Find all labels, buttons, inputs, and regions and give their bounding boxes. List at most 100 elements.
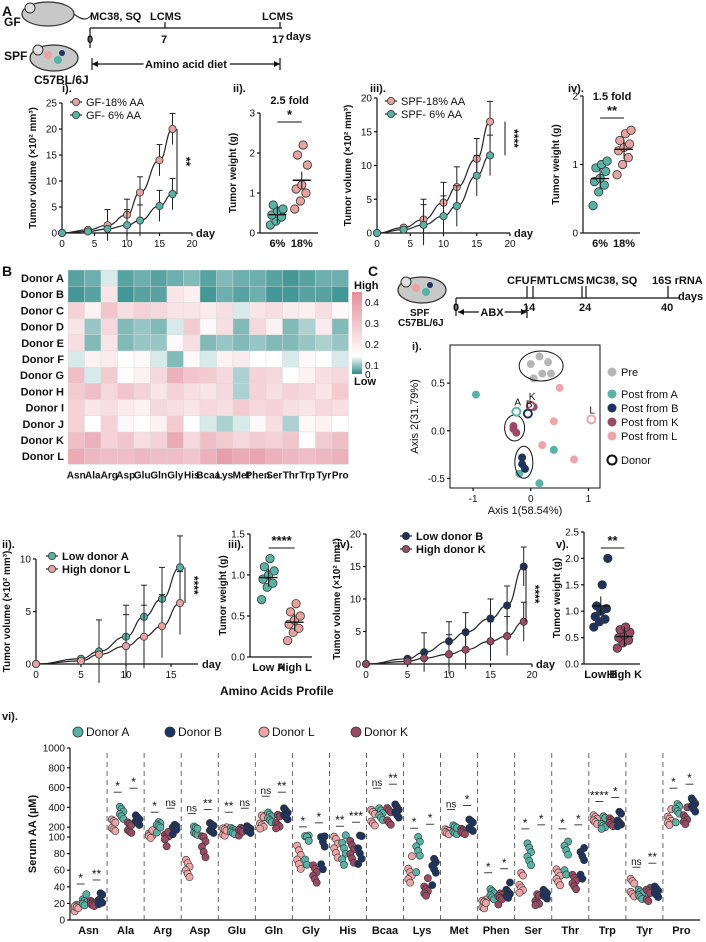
heatmap-cell — [265, 302, 283, 319]
category-label: Tyr — [636, 925, 653, 937]
y-tick-label: 0 — [355, 660, 361, 671]
ordination-point — [526, 360, 535, 369]
y-axis-label: Tumor volume (×10² mm³) — [2, 551, 13, 673]
pcoa-c-i: -1 0 1 -0.5 0.0 0.5 Axis 1(58.54%) Axis 2(31.79… — [409, 344, 679, 517]
sig-label: * — [428, 811, 433, 825]
data-point — [209, 821, 218, 830]
data-point — [444, 650, 453, 659]
heatmap-cell — [133, 431, 151, 449]
data-point — [519, 871, 527, 880]
data-point — [422, 891, 430, 900]
heatmap-cell — [282, 286, 300, 303]
legend-label: Low donor B — [416, 531, 483, 543]
series-line-1 — [365, 621, 524, 665]
sub-b-iii: iii). — [228, 539, 244, 551]
heatmap-cell — [265, 383, 283, 400]
heatmap-col-label: Asn — [67, 470, 86, 481]
y-tick-label: 100 — [48, 833, 65, 844]
category-label: His — [339, 925, 356, 937]
heatmap-cell — [282, 334, 300, 352]
data-point — [394, 813, 403, 822]
x-tick-label: 5 — [92, 239, 98, 250]
heatmap-col-label: Gln — [150, 470, 167, 481]
y-tick-label: 2 — [249, 149, 255, 160]
data-point — [543, 894, 551, 903]
heatmap-cell — [232, 448, 250, 465]
sub-a-iii: iii). — [370, 83, 386, 95]
data-point — [623, 153, 633, 163]
data-point — [318, 865, 327, 874]
heatmap-cell — [166, 399, 184, 417]
category-label: Trp — [599, 925, 616, 937]
category-label: 6% — [269, 238, 285, 250]
data-point — [95, 650, 104, 659]
heatmap-cell — [298, 415, 316, 433]
donor-label: K — [529, 392, 536, 403]
heatmap-cell — [84, 383, 102, 400]
sub-b-ii: ii). — [2, 539, 15, 551]
data-point — [84, 227, 93, 236]
y-tick-label: 20 — [361, 94, 373, 105]
heatmap-cell — [298, 350, 316, 368]
x-tick-label: 10 — [443, 670, 455, 681]
legend-marker — [606, 454, 618, 466]
heatmap-cell — [150, 448, 168, 465]
donor-label: L — [589, 405, 595, 416]
legend-label: Donor K — [364, 725, 408, 739]
y-tick-label: 1.5 — [231, 530, 245, 541]
legend-label: Donor L — [272, 725, 315, 739]
data-point — [412, 868, 421, 877]
data-point — [135, 821, 144, 829]
heatmap-cell — [183, 431, 201, 449]
heatmap-cell — [117, 318, 135, 336]
heatmap-cell — [331, 302, 349, 319]
heatmap-cell — [199, 431, 217, 449]
heatmap-cell — [183, 286, 201, 303]
heatmap-cell — [117, 367, 135, 384]
data-point — [256, 824, 264, 833]
heatmap-cell — [150, 334, 168, 352]
data-point — [146, 834, 155, 842]
data-point — [175, 563, 184, 572]
series-line-0 — [35, 566, 181, 665]
ordination-point — [555, 383, 564, 392]
heatmap-cell — [67, 334, 85, 352]
heatmap-cell — [67, 318, 85, 336]
y-tick-label: 40 — [54, 882, 66, 893]
heatmap-cell — [331, 383, 349, 400]
sub-a-ii: ii). — [233, 83, 246, 95]
heatmap-cell — [166, 334, 184, 352]
data-point — [503, 601, 512, 610]
heatmap-cell — [331, 399, 349, 417]
category-label: Low A — [252, 662, 285, 674]
heatmap-cell — [67, 286, 85, 303]
data-point — [201, 853, 210, 862]
heatmap-col-label: Met — [233, 470, 251, 481]
data-point — [681, 820, 690, 829]
data-point — [94, 900, 103, 909]
data-point — [452, 201, 461, 210]
heatmap-row-label: Donor C — [21, 305, 64, 317]
heatmap-col-label: Pro — [332, 470, 349, 481]
heatmap-cell — [133, 334, 151, 352]
heatmap-cell — [183, 448, 201, 465]
sig-label: ns — [239, 798, 250, 809]
y-axis-label: Tumor weight (g) — [228, 133, 239, 213]
sig-label: * — [486, 860, 491, 874]
heatmap-cell — [150, 431, 168, 449]
data-point — [361, 660, 370, 669]
y-tick-label: 2.0 — [565, 554, 579, 565]
ordination-point — [529, 374, 538, 383]
legend-marker — [48, 552, 57, 561]
heatmap-cell — [183, 334, 201, 352]
heatmap-cell — [100, 383, 118, 400]
cbar-tick: 0.4 — [365, 298, 379, 309]
legend-marker — [72, 98, 81, 107]
sig-label: ** — [388, 771, 398, 785]
heatmap-row-label: Donor L — [22, 451, 64, 463]
heatmap-cell — [199, 383, 217, 400]
heatmap-cell — [100, 367, 118, 384]
heatmap-cell — [216, 350, 234, 368]
event-lcms: LCMS — [553, 275, 584, 287]
data-point — [506, 878, 514, 887]
